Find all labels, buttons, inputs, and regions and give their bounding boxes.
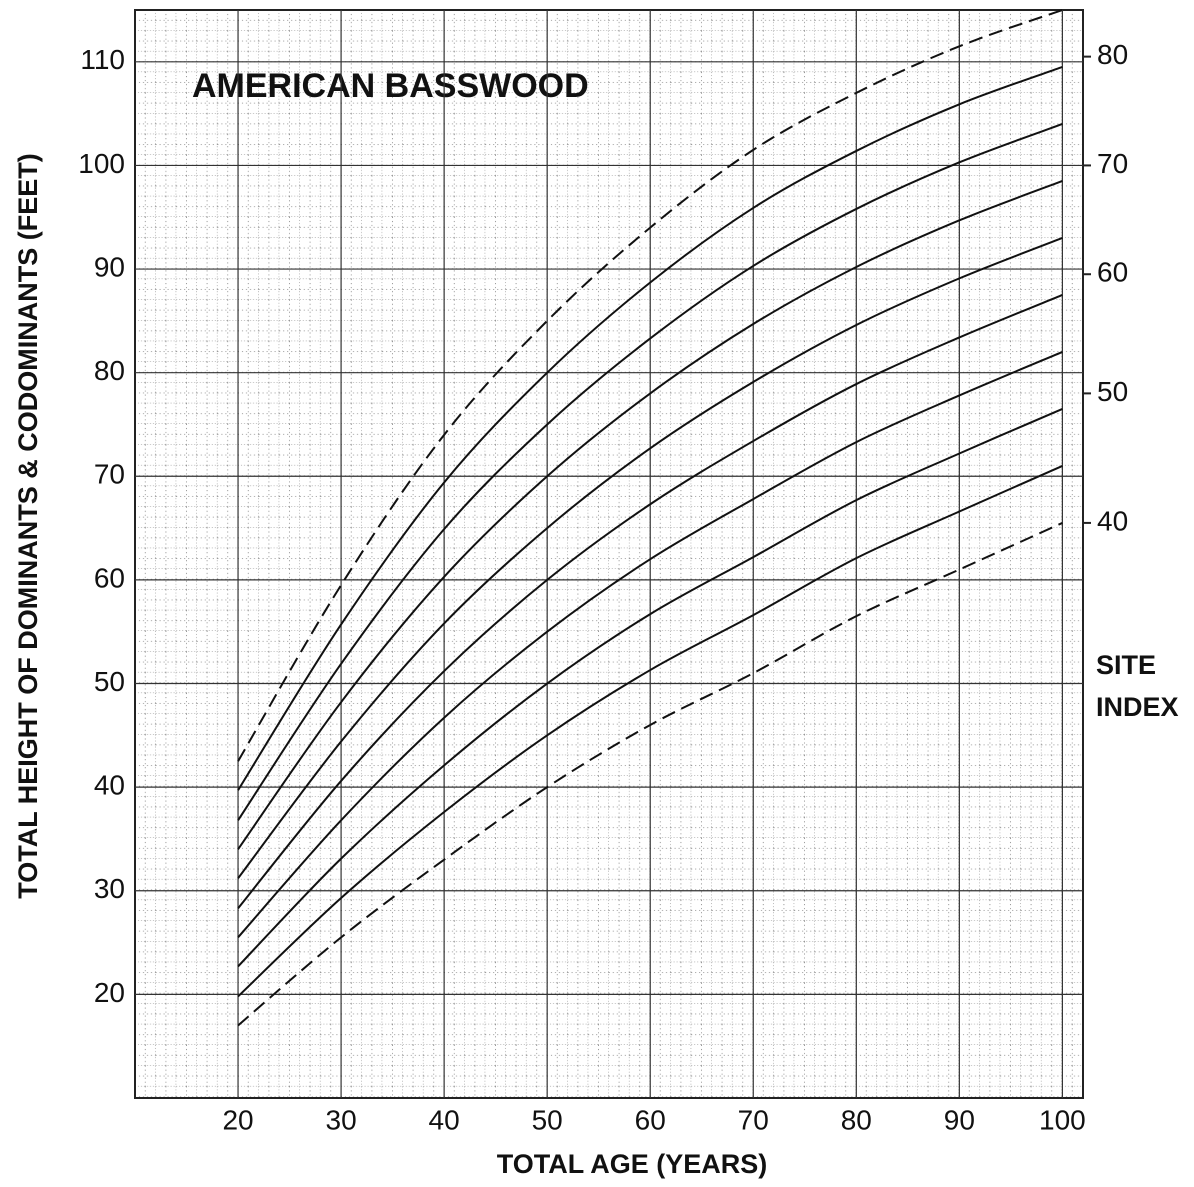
- y-tick-label: 20: [94, 977, 125, 1008]
- x-tick-label: 80: [841, 1104, 872, 1135]
- y2-axis-label: INDEX: [1096, 692, 1179, 722]
- y2-tick-label: 50: [1097, 376, 1128, 407]
- x-tick-label: 60: [635, 1104, 666, 1135]
- plot-area: [134, 9, 1084, 1099]
- y2-tick-label: 70: [1097, 148, 1128, 179]
- y-tick-label: 100: [78, 148, 125, 179]
- site-index-curve: [237, 522, 1063, 1027]
- x-tick-label: 40: [429, 1104, 460, 1135]
- site-index-curve: [237, 66, 1063, 791]
- x-tick-label: 70: [738, 1104, 769, 1135]
- site-index-curve: [237, 180, 1063, 850]
- site-index-curve: [237, 408, 1063, 968]
- y2-tick-label: 60: [1097, 257, 1128, 288]
- x-tick-label: 50: [532, 1104, 563, 1135]
- y-axis-label: TOTAL HEIGHT OF DOMINANTS & CODOMINANTS …: [13, 153, 43, 898]
- y-tick-label: 90: [94, 251, 125, 282]
- chart-title: AMERICAN BASSWOOD: [192, 67, 589, 105]
- site-index-curve: [237, 351, 1063, 939]
- x-tick-label: 30: [326, 1104, 357, 1135]
- y-tick-label: 80: [94, 355, 125, 386]
- y-tick-label: 110: [80, 44, 125, 75]
- site-index-curve: [237, 123, 1063, 821]
- y2-axis-label: SITE: [1096, 650, 1156, 680]
- x-tick-label: 100: [1039, 1104, 1086, 1135]
- y-tick-label: 50: [94, 666, 125, 697]
- y-tick-label: 70: [94, 459, 125, 490]
- x-axis-label: TOTAL AGE (YEARS): [497, 1149, 768, 1179]
- y-tick-label: 60: [94, 562, 125, 593]
- x-tick-label: 20: [222, 1104, 253, 1135]
- site-index-curve: [237, 9, 1063, 762]
- y2-tick-label: 40: [1097, 505, 1128, 536]
- site-index-curve: [237, 294, 1063, 910]
- y-tick-label: 30: [94, 873, 125, 904]
- x-tick-label: 90: [944, 1104, 975, 1135]
- y-tick-label: 40: [94, 770, 125, 801]
- y2-tick-label: 80: [1097, 39, 1128, 70]
- site-index-curve: [237, 237, 1063, 879]
- site-index-curve: [237, 465, 1063, 998]
